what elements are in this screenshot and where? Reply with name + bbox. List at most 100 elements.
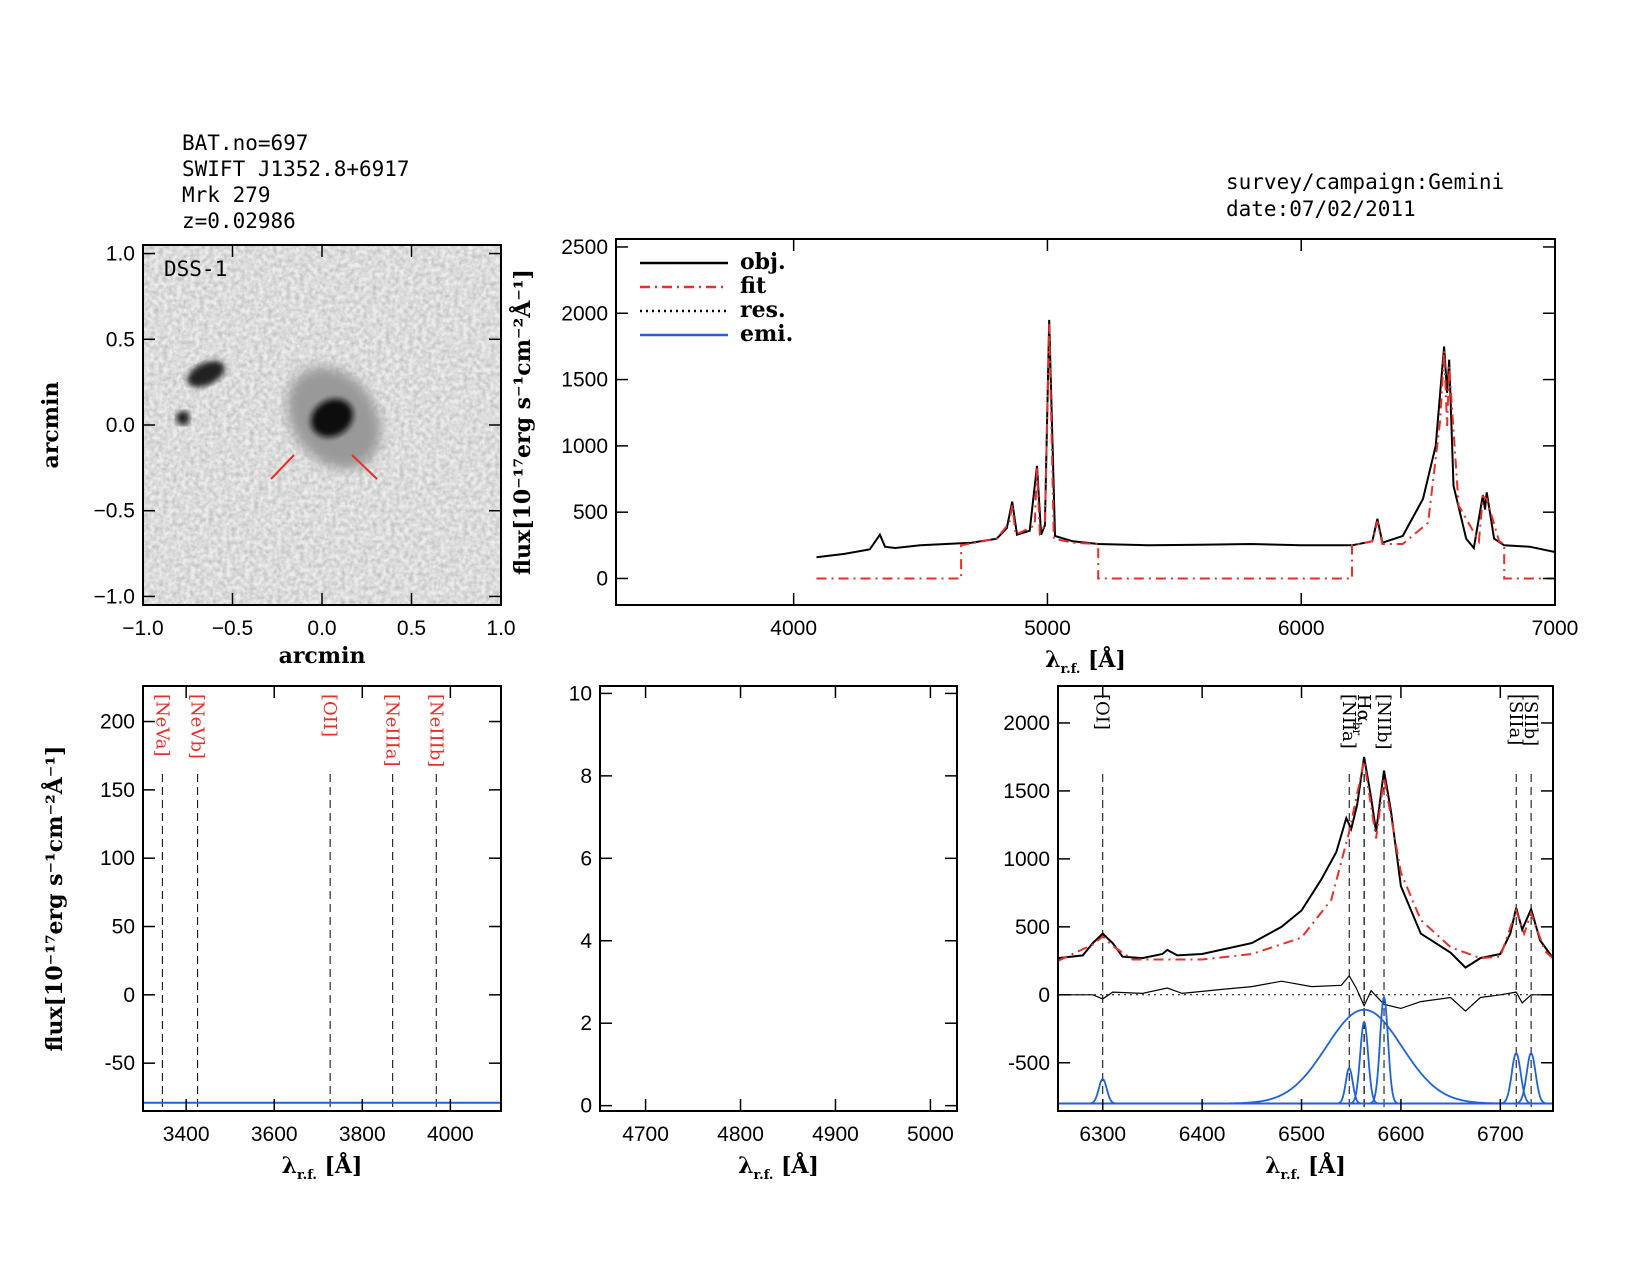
emission-component [1058, 1067, 1553, 1105]
x-tick-label: 5000 [1024, 617, 1071, 640]
x-tick-label: 3800 [339, 1123, 386, 1146]
emission-component [1058, 1020, 1553, 1105]
y-tick-label: 1.0 [106, 243, 135, 266]
line-label-text: [NIIa] [1338, 694, 1359, 749]
y-tick-label: 200 [100, 711, 135, 734]
y-tick-label: 50 [112, 916, 135, 939]
line-label: [NeVa] [151, 694, 172, 757]
x-tick-label: 7000 [1532, 617, 1579, 640]
series-line [816, 323, 1555, 580]
y-tick-label: 4 [580, 930, 592, 953]
legend-label: fit [740, 273, 767, 299]
y-axis-label: flux[10⁻¹⁷erg s⁻¹cm⁻²Å⁻¹] [509, 269, 536, 575]
x-label-sub: r.f. [754, 1168, 774, 1183]
line-label-text: Hα [1353, 694, 1374, 722]
line-label-text: [NeIIIa] [382, 694, 403, 767]
x-label-unit: [Å] [773, 1152, 819, 1179]
x-tick-label: 3600 [251, 1123, 298, 1146]
line-label: [NIIa] [1338, 694, 1359, 749]
x-tick-label: 6000 [1278, 617, 1325, 640]
x-label-sub: r.f. [1061, 662, 1081, 677]
x-label-sub: r.f. [297, 1168, 317, 1183]
line-label: [NeIIIa] [382, 694, 403, 767]
line-label: [OII] [319, 694, 340, 737]
x-axis-label: λr.f. [Å] [1265, 1152, 1346, 1183]
header-line: SWIFT J1352.8+6917 [182, 157, 410, 181]
x-tick-label: 1.0 [486, 617, 515, 640]
plot-area [1058, 756, 1553, 1111]
y-tick-label: −0.5 [94, 500, 135, 523]
emission-component [1058, 1008, 1553, 1105]
header-line: Mrk 279 [182, 183, 271, 207]
y-tick-label: 1500 [561, 369, 608, 392]
series-line [1058, 974, 1553, 1012]
x-label-symbol: λ [1045, 647, 1060, 673]
emission-component [1058, 1052, 1553, 1105]
header-line: BAT.no=697 [182, 131, 308, 155]
survey: survey/campaign:Gemini [1226, 170, 1504, 194]
x-tick-label: 4700 [622, 1123, 669, 1146]
line-label-sub: br [1350, 722, 1364, 736]
y-axis-label: arcmin [38, 382, 64, 469]
y-tick-label: -500 [1008, 1052, 1050, 1075]
line-label-text: [OI] [1092, 694, 1113, 730]
y-tick-label: 0.5 [106, 328, 135, 351]
emission-component [1058, 1052, 1553, 1105]
date: date:07/02/2011 [1226, 197, 1416, 221]
line-label: [NeVb] [187, 694, 208, 759]
frame [142, 685, 502, 1112]
star [176, 411, 190, 425]
x-tick-label: 4000 [427, 1123, 474, 1146]
header-line: z=0.02986 [182, 209, 296, 233]
y-tick-label: 0 [1038, 984, 1050, 1007]
series-line [1058, 756, 1553, 969]
y-tick-label: 2000 [561, 302, 608, 325]
line-label-text: Hα [1353, 694, 1374, 722]
line-label-text: [NeIIIb] [425, 694, 446, 767]
y-tick-label: 500 [1015, 916, 1050, 939]
line-label: Hα [1353, 694, 1374, 722]
x-axis-label: λr.f. [Å] [1045, 646, 1126, 677]
x-tick-label: 4900 [812, 1123, 859, 1146]
frame [599, 685, 958, 1112]
y-axis-label: flux[10⁻¹⁷erg s⁻¹cm⁻²Å⁻¹] [41, 746, 68, 1052]
y-tick-label: 1500 [1003, 780, 1050, 803]
series-line [816, 319, 1555, 559]
line-label-text: [NeVa] [151, 694, 172, 757]
line-label-text: [OII] [319, 694, 340, 737]
y-tick-label: 2500 [561, 236, 608, 259]
y-tick-label: 150 [100, 779, 135, 802]
emission-component [1058, 995, 1553, 1105]
plot-area [816, 319, 1555, 580]
y-tick-label: -50 [105, 1052, 135, 1075]
galaxy-core [310, 398, 354, 438]
line-label: [NIIb] [1373, 694, 1394, 750]
x-label-unit: [Å] [1300, 1152, 1346, 1179]
y-tick-label: 2000 [1003, 712, 1050, 735]
legend-label: emi. [740, 321, 793, 347]
y-tick-label: 0 [596, 567, 608, 590]
companion [187, 360, 225, 388]
panel: 3400 3600 3800 4000 -50 0 50 100 150 200 λr.f. [Å]… [41, 685, 502, 1183]
panel: 6300 6400 6500 6600 6700 -500 0 500 1000 1500 2000… [1003, 685, 1554, 1183]
x-tick-label: −1.0 [122, 617, 163, 640]
y-tick-label: 0 [123, 984, 135, 1007]
x-tick-label: 5000 [907, 1123, 954, 1146]
panel: 4700 4800 4900 5000 0 2 4 6 8 10 λr.f. [Å] [569, 682, 958, 1183]
x-axis-label: λr.f. [Å] [282, 1152, 363, 1183]
line-label: Hαbr [1350, 694, 1374, 736]
x-label-unit: [Å] [317, 1152, 363, 1179]
legend-label: obj. [740, 249, 786, 275]
x-tick-label: 6500 [1278, 1123, 1325, 1146]
x-tick-label: 6300 [1079, 1123, 1126, 1146]
line-label: [NeIIIb] [425, 694, 446, 767]
panel: DSS-1 −1.0 −0.5 0.0 0.5 1.0 −1.0 −0.5 0.0 0.5 1.0 a… [38, 243, 516, 669]
panel: 4000 5000 6000 7000 0 500 1000 1500 2000 2500 λr.f… [509, 236, 1578, 677]
y-tick-label: 10 [569, 682, 592, 705]
x-tick-label: 6700 [1477, 1123, 1524, 1146]
x-label-symbol: λ [738, 1153, 753, 1179]
frame [1057, 685, 1554, 1112]
series-line [1058, 760, 1553, 962]
x-axis-label: λr.f. [Å] [738, 1152, 819, 1183]
